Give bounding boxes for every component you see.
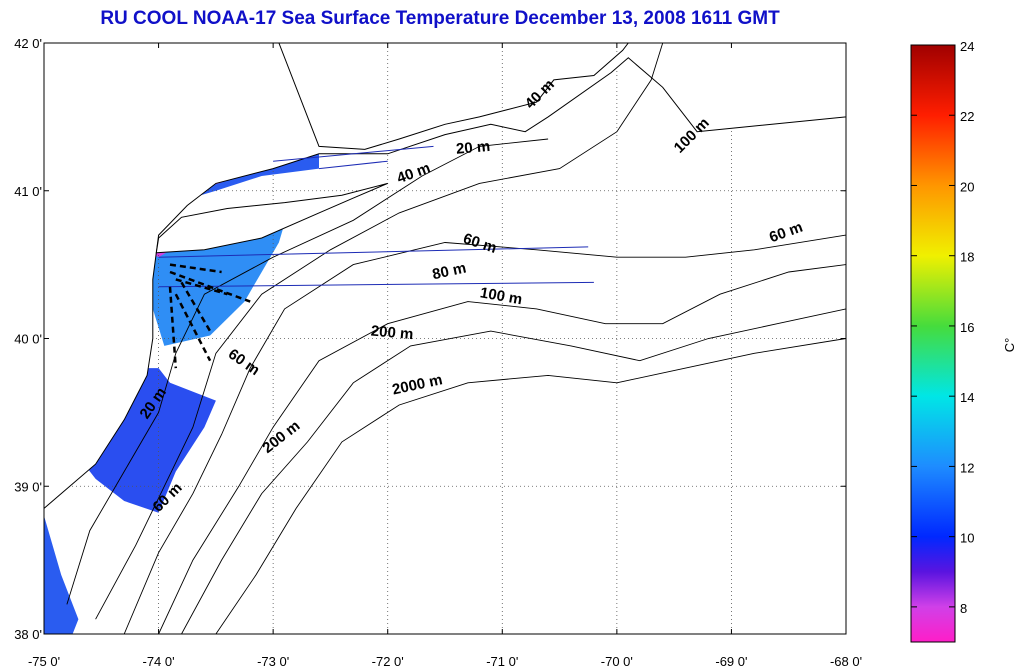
isobath-40m <box>95 43 664 620</box>
axis-ticks: -75 0' -74 0' -73 0' -72 0' -71 0' -70 0' -69 … <box>14 36 862 669</box>
colorbar-tick-label: 18 <box>960 250 974 265</box>
lon-tick-label: -73 0' <box>257 654 289 669</box>
colorbar-tick-label: 22 <box>960 109 974 124</box>
glider-tracks <box>158 145 594 369</box>
isobath-label: 60 m <box>767 219 805 247</box>
delmarva-patch <box>44 515 79 634</box>
lon-tick-label: -69 0' <box>715 654 747 669</box>
colorbar: 8 10 12 14 16 18 20 22 24 C° <box>910 39 1016 643</box>
lat-tick-label: 38 0' <box>14 627 42 642</box>
colorbar-ticks: 8 10 12 14 16 18 20 22 24 <box>911 39 974 616</box>
transect-line <box>158 246 589 258</box>
coastline-land <box>44 43 846 510</box>
colorbar-tick-label: 12 <box>960 460 974 475</box>
isobath-label: 40 m <box>395 159 433 187</box>
isobath-200m <box>181 308 846 634</box>
glider-track <box>169 270 251 303</box>
colorbar-tick-label: 14 <box>960 390 974 405</box>
colorbar-tick-label: 20 <box>960 179 974 194</box>
lon-tick-label: -75 0' <box>28 654 60 669</box>
isobath-60m <box>123 234 846 634</box>
isobath-label: 20 m <box>455 138 491 158</box>
isobath-label: 100 m <box>479 284 524 308</box>
isobath-label: 2000 m <box>391 371 444 398</box>
glider-track <box>174 293 212 362</box>
transect-line <box>318 160 388 170</box>
isobath-label: 60 m <box>461 230 499 257</box>
colorbar-tick-label: 16 <box>960 320 974 335</box>
isobath-2000m <box>215 338 846 634</box>
isobath-label: 200 m <box>370 323 414 344</box>
lon-tick-label: -72 0' <box>372 654 404 669</box>
lat-tick-label: 41 0' <box>14 184 42 199</box>
glider-track <box>169 263 222 274</box>
lon-tick-label: -71 0' <box>486 654 518 669</box>
colorbar-gradient <box>910 44 956 643</box>
glider-track <box>168 286 178 369</box>
colorbar-unit-label: C° <box>1002 338 1016 353</box>
map-title: RU COOL NOAA-17 Sea Surface Temperature … <box>100 8 780 29</box>
colorbar-tick-label: 24 <box>960 39 974 54</box>
isobath-label: 200 m <box>259 417 303 457</box>
isobath-20m <box>66 138 549 605</box>
isobath-label: 80 m <box>431 260 468 284</box>
colorbar-tick-label: 10 <box>960 531 974 546</box>
lon-tick-label: -70 0' <box>601 654 633 669</box>
transect-line <box>158 281 594 288</box>
lat-tick-label: 40 0' <box>14 332 42 347</box>
lon-tick-label: -68 0' <box>830 654 862 669</box>
isobath-100m <box>158 264 846 634</box>
colorbar-tick-label: 8 <box>960 601 967 616</box>
glider-track <box>175 278 228 296</box>
lon-tick-label: -74 0' <box>143 654 175 669</box>
new-england-land <box>44 43 846 510</box>
transect-line <box>273 145 434 162</box>
lat-tick-label: 42 0' <box>14 36 42 51</box>
lat-tick-label: 39 0' <box>14 479 42 494</box>
isobath-label: 60 m <box>225 346 263 380</box>
bathymetry-contours <box>66 43 846 634</box>
long-island <box>155 182 388 254</box>
